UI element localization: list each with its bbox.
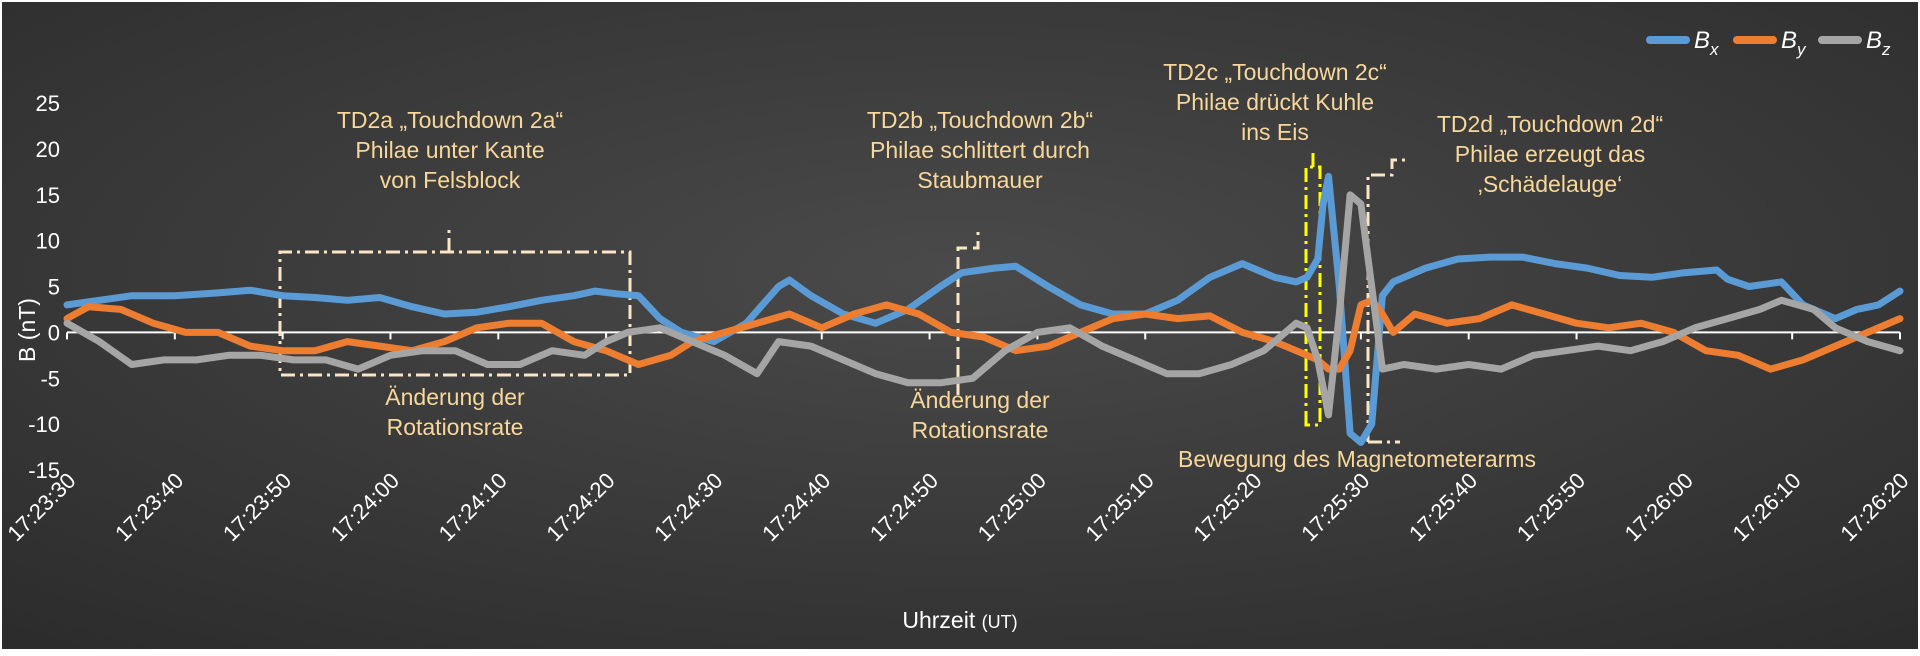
- annotation-line: Philae erzeugt das: [1455, 141, 1646, 167]
- annotation-td2b: TD2b „Touchdown 2b“ Philae schlittert dur…: [867, 107, 1093, 193]
- legend-label-sub: y: [1796, 40, 1807, 59]
- y-tick-label: 25: [36, 91, 60, 116]
- annotation-line: TD2d „Touchdown 2d“: [1437, 111, 1663, 137]
- annotation-td2a: TD2a „Touchdown 2a“ Philae unter Kante von…: [337, 107, 563, 193]
- annotation-boxes: [278, 152, 1410, 444]
- annotation-line: Staubmauer: [917, 167, 1043, 193]
- annotation-line: ‚Schädelauge‘: [1478, 171, 1623, 197]
- legend-label-base: B: [1781, 27, 1797, 54]
- annotation-td2b-rotation: Änderung der Rotationsrate: [910, 387, 1050, 443]
- annotation-td2c: TD2c „Touchdown 2c“ Philae drückt Kuhle in…: [1163, 59, 1387, 145]
- x-axis-label-text: Uhrzeit: [902, 607, 975, 633]
- annotation-line: TD2b „Touchdown 2b“: [867, 107, 1093, 133]
- x-axis-label-unit: (UT): [982, 612, 1018, 632]
- annotation-line: Änderung der: [385, 384, 525, 410]
- legend-label: Bx: [1694, 27, 1719, 59]
- y-axis: 25 20 15 10 5 0 -5 -10 -15: [28, 91, 60, 483]
- annotation-line: Änderung der: [910, 387, 1050, 413]
- annotation-line: TD2a „Touchdown 2a“: [337, 107, 563, 133]
- annotation-td2a-rotation: Änderung der Rotationsrate: [385, 384, 525, 440]
- legend-label: Bz: [1866, 27, 1891, 59]
- y-tick-label: 20: [36, 137, 60, 162]
- legend-label: By: [1781, 27, 1807, 59]
- legend-label-base: B: [1866, 27, 1882, 54]
- annotation-line: von Felsblock: [380, 167, 521, 193]
- td2b-box: [956, 232, 980, 395]
- td2a-box: [278, 226, 632, 377]
- td2c-box: [1304, 152, 1322, 427]
- y-tick-label: 0: [48, 320, 60, 345]
- legend-item-bz: Bz: [1818, 27, 1891, 59]
- legend-label-base: B: [1694, 27, 1710, 54]
- annotation-line: ins Eis: [1241, 119, 1309, 145]
- y-tick-label: 10: [36, 229, 60, 254]
- annotation-line: Rotationsrate: [387, 414, 524, 440]
- series-line-bz: [63, 191, 1904, 419]
- y-axis-label: B (nT): [14, 298, 40, 362]
- legend-label-sub: z: [1881, 40, 1891, 59]
- legend-item-bx: Bx: [1646, 27, 1719, 59]
- td2d-box: [1366, 158, 1410, 444]
- annotation-td2d: TD2d „Touchdown 2d“ Philae erzeugt das ‚Sc…: [1437, 111, 1663, 197]
- annotation-line: Bewegung des Magnetometerarms: [1178, 446, 1536, 472]
- annotation-line: TD2c „Touchdown 2c“: [1163, 59, 1387, 85]
- series-layer: [63, 172, 1904, 446]
- series-line-bx: [63, 172, 1904, 446]
- y-tick-label: 15: [36, 183, 60, 208]
- y-tick-label: -10: [28, 412, 60, 437]
- x-axis-label: Uhrzeit (UT): [902, 607, 1017, 633]
- annotation-magnetometer: Bewegung des Magnetometerarms: [1178, 446, 1536, 472]
- legend-label-sub: x: [1709, 40, 1719, 59]
- y-tick-label: 5: [48, 275, 60, 300]
- annotation-line: Philae unter Kante: [355, 137, 544, 163]
- annotations: TD2a „Touchdown 2a“ Philae unter Kante von…: [337, 59, 1663, 472]
- legend-item-by: By: [1733, 27, 1807, 59]
- annotation-line: Philae schlittert durch: [870, 137, 1090, 163]
- legend: Bx By Bz: [1646, 27, 1891, 59]
- y-tick-label: -15: [28, 458, 60, 483]
- annotation-line: Philae drückt Kuhle: [1176, 89, 1374, 115]
- y-tick-label: -5: [40, 366, 60, 391]
- annotation-line: Rotationsrate: [912, 417, 1049, 443]
- series-line-by: [63, 296, 1904, 373]
